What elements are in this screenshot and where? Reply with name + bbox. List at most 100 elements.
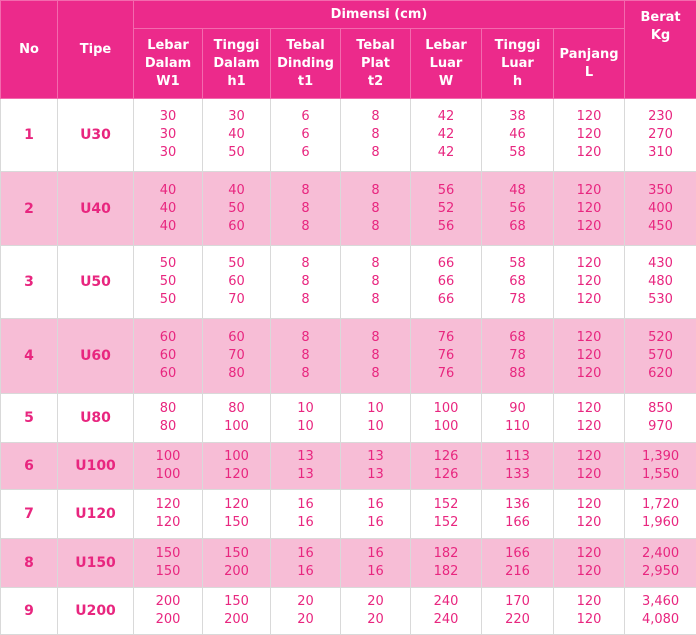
value: 10 (271, 400, 340, 418)
value: 8 (341, 182, 410, 200)
value: 30 (134, 126, 202, 144)
value: 350 (625, 182, 696, 200)
value: 113 (482, 448, 553, 466)
value: 8 (271, 182, 340, 200)
value: 620 (625, 365, 696, 383)
value: 530 (625, 291, 696, 309)
value: 66 (411, 273, 481, 291)
header-line: W1 (134, 73, 202, 91)
value: 20 (271, 611, 340, 629)
value: 1,550 (625, 466, 696, 484)
value: 50 (134, 273, 202, 291)
value: 100 (134, 448, 202, 466)
value: 48 (482, 182, 553, 200)
row-type: U30 (58, 99, 134, 172)
value: 520 (625, 329, 696, 347)
value: 60 (134, 365, 202, 383)
value: 182 (411, 545, 481, 563)
row-number: 5 (1, 394, 58, 443)
value: 8 (271, 218, 340, 236)
value: 50 (134, 255, 202, 273)
value: 8 (341, 329, 410, 347)
value: 13 (271, 448, 340, 466)
value: 8 (341, 255, 410, 273)
value: 120 (554, 347, 624, 365)
value: 20 (271, 593, 340, 611)
header-cell: Dimensi (cm) (134, 1, 625, 29)
value: 13 (341, 448, 410, 466)
value: 60 (203, 273, 270, 291)
value: 200 (134, 611, 202, 629)
header-line: L (554, 64, 624, 82)
value: 120 (554, 108, 624, 126)
value: 120 (554, 611, 624, 629)
value: 42 (411, 108, 481, 126)
value: 60 (203, 218, 270, 236)
value: 120 (554, 218, 624, 236)
value: 20 (341, 611, 410, 629)
value: 16 (341, 545, 410, 563)
value: 120 (134, 514, 202, 532)
value: 6 (271, 108, 340, 126)
value: 120 (554, 182, 624, 200)
header-line: Kg (625, 27, 696, 45)
value: 100 (203, 418, 270, 436)
value: 850 (625, 400, 696, 418)
value: 120 (554, 144, 624, 162)
value: 56 (482, 200, 553, 218)
value: 100 (411, 400, 481, 418)
value: 1,720 (625, 496, 696, 514)
value: 8 (341, 200, 410, 218)
value: 50 (203, 144, 270, 162)
value: 52 (411, 200, 481, 218)
value: 430 (625, 255, 696, 273)
value: 270 (625, 126, 696, 144)
header-line: Tebal (271, 37, 340, 55)
value: 70 (203, 291, 270, 309)
value: 80 (134, 418, 202, 436)
value: 76 (411, 329, 481, 347)
value: 120 (203, 496, 270, 514)
value: 10 (341, 400, 410, 418)
value: 150 (134, 545, 202, 563)
value: 2,400 (625, 545, 696, 563)
value: 120 (554, 329, 624, 347)
value: 8 (271, 347, 340, 365)
value: 126 (411, 448, 481, 466)
value: 8 (271, 365, 340, 383)
value: 4,080 (625, 611, 696, 629)
value: 480 (625, 273, 696, 291)
value: 68 (482, 273, 553, 291)
